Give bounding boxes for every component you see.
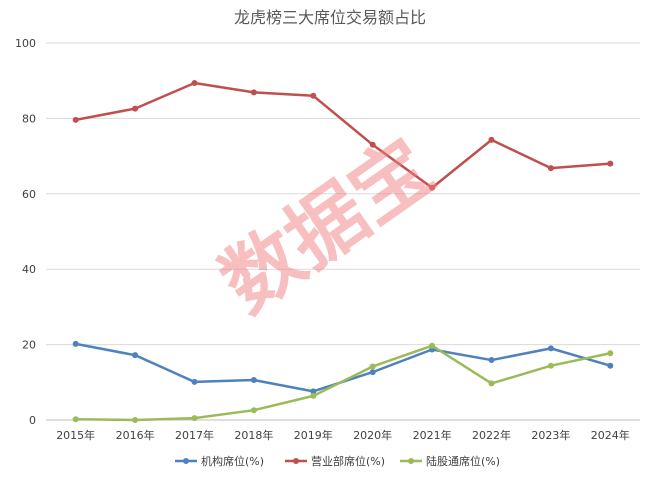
y-tick-label: 80 [22, 112, 36, 125]
data-point [132, 417, 139, 423]
legend-label: 陆股通席位(%) [426, 454, 500, 468]
x-tick-label: 2024年 [591, 428, 630, 442]
data-point [191, 415, 198, 422]
x-tick-label: 2023年 [531, 428, 570, 442]
x-tick-label: 2015年 [56, 428, 95, 442]
data-point [250, 407, 257, 414]
legend: 机构席位(%) 营业部席位(%) 陆股通席位(%) [175, 454, 500, 468]
chart-title: 龙虎榜三大席位交易额占比 [234, 8, 426, 27]
x-tick-label: 2018年 [234, 428, 273, 442]
data-point [607, 350, 614, 357]
data-point [250, 89, 257, 96]
series-lines [72, 79, 614, 423]
data-point [369, 363, 376, 370]
legend-label: 营业部席位(%) [311, 454, 385, 468]
y-tick-label: 60 [22, 188, 36, 201]
grid-lines [46, 42, 640, 421]
data-point [72, 116, 79, 123]
data-point [310, 388, 317, 395]
data-point [547, 165, 554, 172]
series-line [75, 344, 611, 422]
data-point [132, 352, 139, 359]
data-point [191, 79, 198, 86]
data-point [429, 342, 436, 349]
x-tick-label: 2021年 [413, 428, 452, 442]
y-tick-label: 20 [22, 339, 36, 352]
data-point [488, 136, 495, 143]
data-point [607, 160, 614, 167]
x-axis-ticks: 2015年 2016年 2017年 2018年 2019年 2020年 2021年 2022年… [56, 428, 630, 442]
legend-marker [408, 458, 414, 464]
data-point [310, 392, 317, 399]
x-tick-label: 2017年 [175, 428, 214, 442]
series-line [75, 81, 611, 190]
series-group [72, 342, 614, 423]
legend-marker [293, 458, 299, 464]
legend-marker [183, 458, 189, 464]
y-tick-label: 40 [22, 263, 36, 276]
legend-item: 营业部席位(%) [285, 454, 385, 468]
legend-item: 陆股通席位(%) [400, 454, 500, 468]
x-tick-label: 2019年 [294, 428, 333, 442]
data-point [72, 340, 79, 347]
series-group [72, 340, 614, 395]
legend-label: 机构席位(%) [201, 454, 264, 468]
y-tick-label: 100 [15, 37, 36, 50]
legend-item: 机构席位(%) [175, 454, 264, 468]
x-tick-label: 2022年 [472, 428, 511, 442]
data-point [547, 345, 554, 352]
data-point [132, 105, 139, 112]
y-axis-ticks: 0 20 40 60 80 100 [15, 37, 36, 427]
data-point [310, 92, 317, 99]
data-point [250, 377, 257, 384]
y-tick-label: 0 [29, 414, 36, 427]
data-point [72, 416, 79, 423]
x-tick-label: 2020年 [353, 428, 392, 442]
series-line [75, 342, 611, 393]
data-point [429, 184, 436, 191]
series-group [72, 79, 614, 191]
data-point [191, 378, 198, 385]
data-point [488, 380, 495, 387]
data-point [369, 369, 376, 376]
data-point [488, 357, 495, 364]
x-tick-label: 2016年 [116, 428, 155, 442]
data-point [369, 141, 376, 148]
data-point [607, 362, 614, 369]
data-point [547, 362, 554, 369]
watermark: 数据宝 [206, 122, 449, 330]
